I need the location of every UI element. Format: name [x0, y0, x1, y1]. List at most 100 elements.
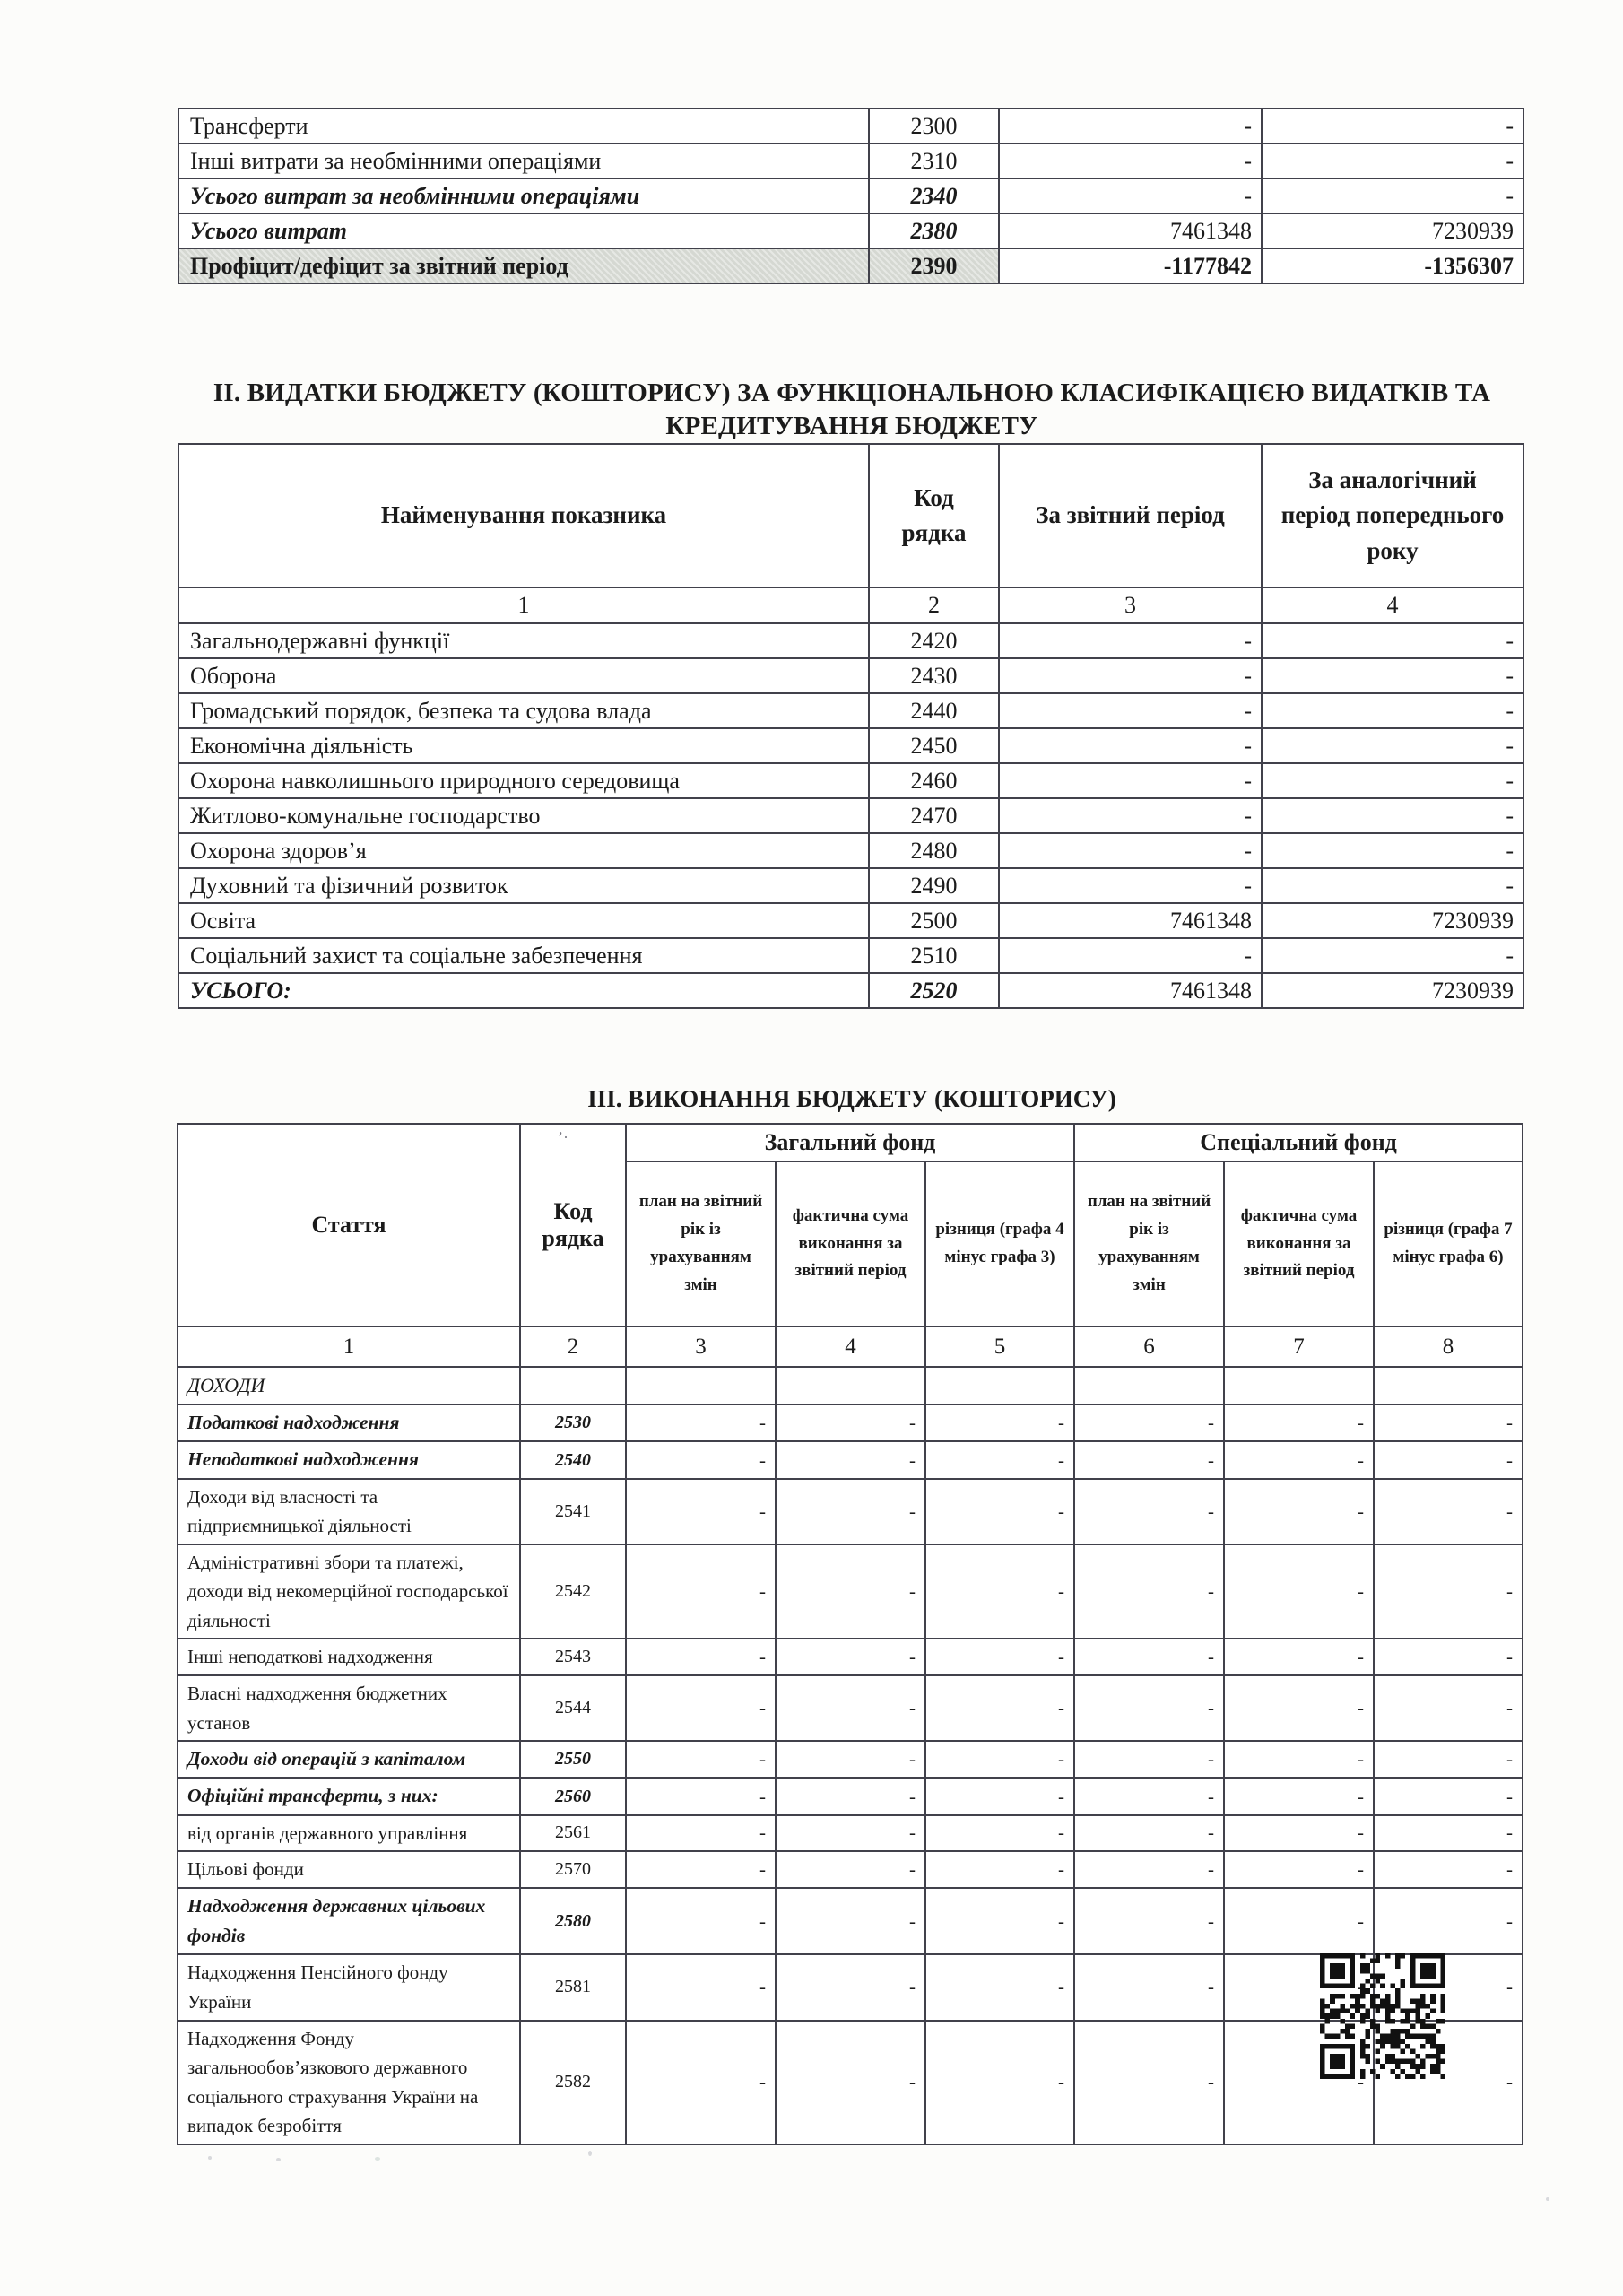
- value-cell: -: [1223, 1543, 1376, 1640]
- table-row: Житлово-комунальне господарство 2470- -: [178, 797, 1524, 834]
- value-cell: -: [625, 1953, 777, 2022]
- row-code-cell: 2340: [868, 178, 1000, 214]
- section-iii-title: ІІІ. ВИКОНАННЯ БЮДЖЕТУ (КОШТОРИСУ): [587, 1085, 1116, 1112]
- value-cell: -: [775, 1813, 926, 1853]
- value-cell: -: [1261, 178, 1524, 214]
- value-cell: -: [1223, 1477, 1376, 1545]
- value-cell: -: [1373, 1777, 1524, 1816]
- value-cell: -: [1223, 1674, 1376, 1743]
- column-number: 1: [177, 1326, 521, 1368]
- section-ii-title-line1: ІІ. ВИДАТКИ БЮДЖЕТУ (КОШТОРИСУ) ЗА ФУНКЦ…: [213, 378, 1491, 407]
- row-code-cell: 2581: [519, 1953, 627, 2022]
- value-cell: -: [1073, 1740, 1226, 1779]
- row-code-cell: 2470: [868, 797, 1000, 834]
- value-cell: -: [1223, 1850, 1376, 1889]
- row-label-cell: Адміністративні збори та платежі, доходи…: [177, 1543, 521, 1640]
- value-cell: -: [625, 1674, 777, 1743]
- row-label-cell: Доходи від власності та підприємницької …: [177, 1477, 521, 1545]
- value-cell: -: [625, 1850, 777, 1889]
- row-label-cell: Духовний та фізичний розвиток: [178, 867, 870, 904]
- row-code-cell: 2440: [868, 692, 1000, 729]
- column-number: 6: [1073, 1326, 1226, 1368]
- table-row: Усього витрат за необмінними операціями 2…: [178, 178, 1524, 214]
- value-cell: -: [625, 1740, 777, 1779]
- value-cell: -: [1073, 1543, 1226, 1640]
- value-cell: -: [998, 762, 1263, 799]
- value-cell: -: [1261, 937, 1524, 974]
- sub-header-plan-special: план на звітний рік із урахуванням змін: [1073, 1161, 1226, 1327]
- value-cell: -: [924, 1886, 1076, 1956]
- value-cell: -: [775, 1886, 926, 1956]
- value-cell: -: [625, 1886, 777, 1956]
- value-cell: -: [1373, 1440, 1524, 1480]
- value-cell: -: [625, 1404, 777, 1443]
- value-cell: -: [998, 692, 1263, 729]
- value-cell: -: [775, 1404, 926, 1443]
- scan-artifact: [1546, 2197, 1549, 2201]
- row-code-cell: 2580: [519, 1886, 627, 1956]
- value-cell: [1223, 1365, 1376, 1406]
- table-row: Цільові фонди 2570- - - - - -: [177, 1850, 1524, 1889]
- value-cell: -: [1073, 1477, 1226, 1545]
- value-cell: [1073, 1365, 1226, 1406]
- row-label-cell: Податкові надходження: [177, 1404, 521, 1443]
- row-label-cell: ДОХОДИ: [177, 1365, 521, 1406]
- section-ii-title: ІІ. ВИДАТКИ БЮДЖЕТУ (КОШТОРИСУ) ЗА ФУНКЦ…: [175, 377, 1529, 443]
- value-cell: -: [924, 1777, 1076, 1816]
- value-cell: -: [625, 1543, 777, 1640]
- value-cell: -: [1073, 1638, 1226, 1676]
- value-cell: -: [1073, 1886, 1226, 1956]
- row-code-cell: 2310: [868, 143, 1000, 179]
- column-header-previous-year: За аналогічний період попереднього року: [1261, 443, 1524, 588]
- column-number: 3: [998, 587, 1263, 624]
- value-cell: -: [924, 1813, 1076, 1853]
- row-code-cell: 2570: [519, 1850, 627, 1889]
- value-cell: -: [1261, 867, 1524, 904]
- row-code-cell: 2542: [519, 1543, 627, 1640]
- row-label-cell: Інші неподаткові надходження: [177, 1638, 521, 1676]
- value-cell: -: [924, 1638, 1076, 1676]
- value-cell: -: [924, 1953, 1076, 2022]
- row-code-cell: 2500: [868, 902, 1000, 939]
- value-cell: -: [1261, 727, 1524, 764]
- table-row: Трансферти 2300- -: [178, 108, 1524, 144]
- row-label-cell: Неподаткові надходження: [177, 1440, 521, 1480]
- value-cell: -: [1073, 1777, 1226, 1816]
- row-label-cell: Інші витрати за необмінними операціями: [178, 143, 870, 179]
- value-cell: -: [998, 178, 1263, 214]
- table-row: Офіційні трансферти, з них: 2560- - - - - -: [177, 1777, 1524, 1816]
- value-cell: -: [924, 1543, 1076, 1640]
- row-code-cell: 2450: [868, 727, 1000, 764]
- group-header-general-fund: Загальний фонд: [624, 1123, 1076, 1162]
- scan-artifact: [375, 2157, 380, 2161]
- value-cell: -1356307: [1261, 248, 1524, 284]
- row-code-cell: 2390: [868, 248, 1000, 284]
- value-cell: -: [924, 2019, 1076, 2145]
- value-cell: -: [1261, 832, 1524, 869]
- value-cell: -: [924, 1740, 1076, 1779]
- row-label-cell: Соціальний захист та соціальне забезпече…: [178, 937, 870, 974]
- table-row: Економічна діяльність 2450- -: [178, 727, 1524, 764]
- value-cell: -: [775, 1953, 926, 2022]
- row-code-cell: 2543: [519, 1638, 627, 1676]
- value-cell: -: [1373, 1740, 1524, 1779]
- row-code-cell: 2420: [868, 622, 1000, 659]
- row-label-cell: Надходження державних цільових фондів: [177, 1886, 521, 1956]
- row-label-cell: Трансферти: [178, 108, 870, 144]
- value-cell: -: [1373, 1886, 1524, 1956]
- value-cell: 7461348: [998, 213, 1263, 249]
- value-cell: -: [1261, 797, 1524, 834]
- table-row: Освіта 2500 7461348 7230939: [178, 902, 1524, 939]
- value-cell: -: [1073, 1404, 1226, 1443]
- row-code-cell: 2510: [868, 937, 1000, 974]
- scan-artifact: [208, 2156, 212, 2160]
- column-number: 4: [1261, 587, 1524, 624]
- row-code-cell: 2530: [519, 1404, 627, 1443]
- value-cell: -: [775, 1638, 926, 1676]
- table-row: Надходження Пенсійного фонду України 2581…: [177, 1953, 1524, 2022]
- value-cell: -: [924, 1674, 1076, 1743]
- row-code-cell: 2490: [868, 867, 1000, 904]
- row-label-cell: Надходження Фонду загальнообов’язкового …: [177, 2019, 521, 2145]
- value-cell: -: [775, 1850, 926, 1889]
